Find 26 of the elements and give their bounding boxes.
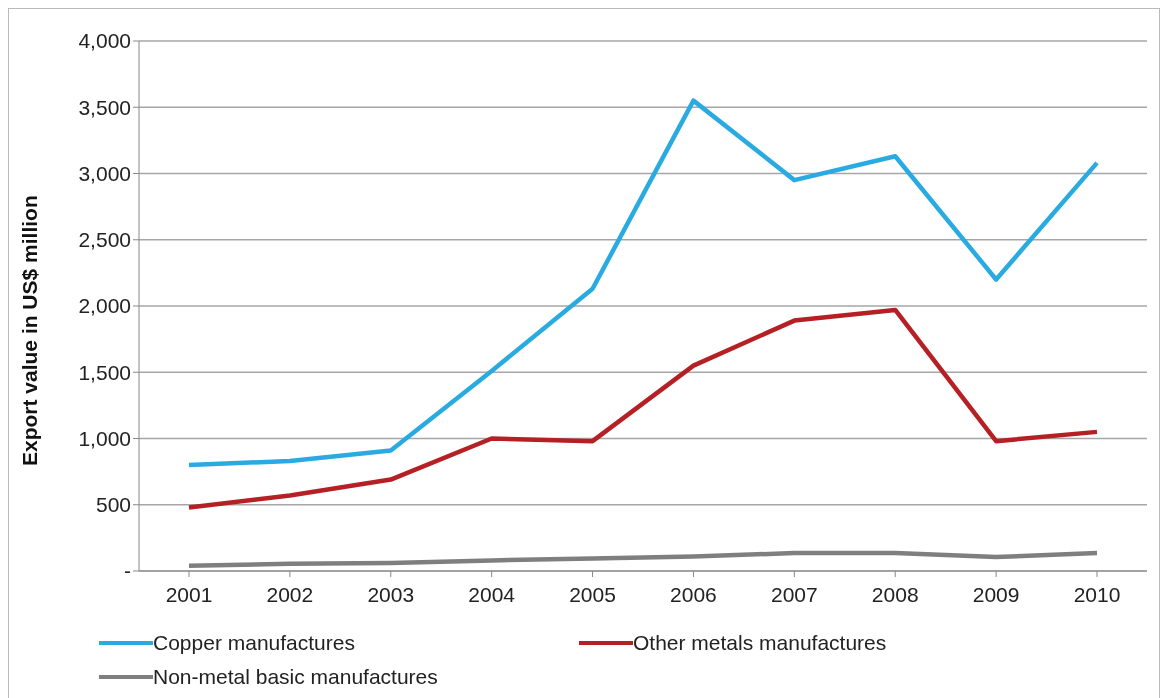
x-tick-label: 2009 bbox=[972, 582, 1020, 606]
line-series bbox=[186, 307, 1100, 510]
y-tick-label: 2,000 bbox=[78, 294, 131, 318]
legend-label: Copper manufactures bbox=[153, 631, 355, 655]
y-tick-label: 2,500 bbox=[78, 228, 131, 252]
x-tick-label: 2005 bbox=[569, 582, 616, 606]
x-tick-label: 2003 bbox=[367, 582, 415, 606]
y-tick-label: 3,000 bbox=[78, 161, 131, 185]
x-tick-label: 2006 bbox=[670, 582, 717, 606]
y-tick-label: 1,000 bbox=[78, 426, 131, 450]
x-tick-label: 2010 bbox=[1073, 582, 1121, 606]
y-tick-label: 3,500 bbox=[78, 95, 131, 119]
line-series bbox=[186, 550, 1100, 568]
line-series bbox=[186, 98, 1100, 468]
x-tick-label: 2002 bbox=[266, 582, 314, 606]
legend-label: Other metals manufactures bbox=[633, 631, 887, 655]
y-tick-label: 4,000 bbox=[78, 29, 131, 53]
y-tick-label: 500 bbox=[95, 493, 131, 517]
y-axis-title: Export value in US$ million bbox=[18, 195, 42, 466]
y-tick-label: - bbox=[124, 559, 131, 583]
x-tick-label: 2007 bbox=[770, 582, 818, 606]
legend-label: Non-metal basic manufactures bbox=[153, 665, 438, 689]
x-tick-label: 2004 bbox=[468, 582, 516, 606]
x-tick-label: 2001 bbox=[165, 582, 213, 606]
y-tick-label: 1,500 bbox=[78, 360, 131, 384]
x-tick-label: 2008 bbox=[871, 582, 919, 606]
